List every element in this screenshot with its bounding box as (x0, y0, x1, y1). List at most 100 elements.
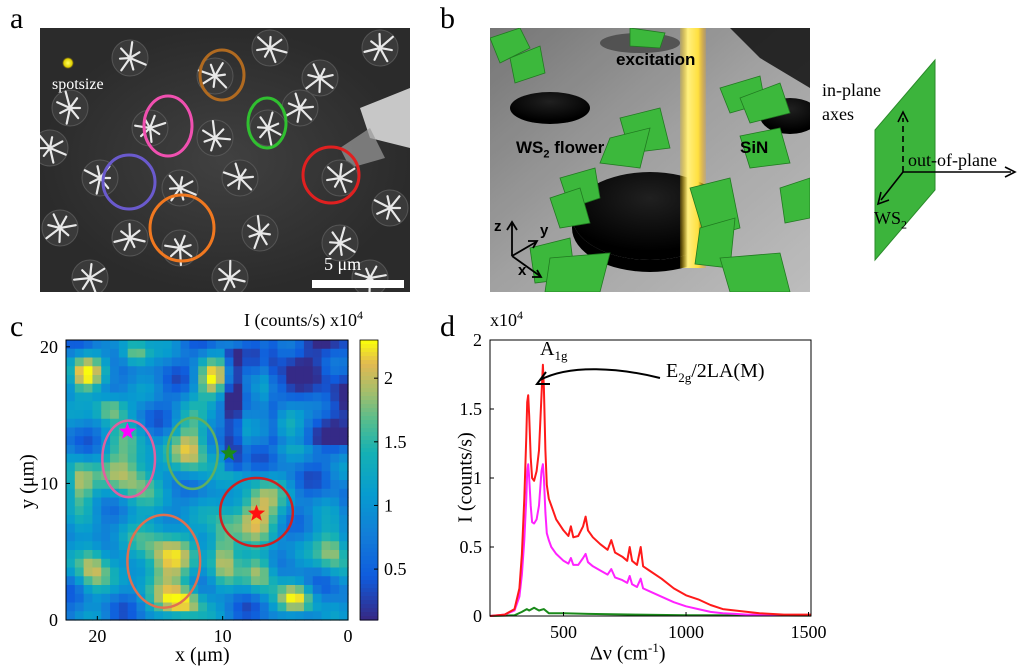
heatmap-cell (181, 471, 190, 480)
heatmap-cell (233, 568, 242, 577)
heatmap-cell (225, 498, 234, 507)
spectra-multiplier-sup: 4 (517, 308, 523, 322)
heatmap-cell (278, 393, 287, 402)
heatmap-cell (110, 524, 119, 533)
heatmap-cell (92, 436, 101, 445)
heatmap-cell (137, 611, 146, 620)
heatmap-cell (163, 349, 172, 358)
heatmap-cell (145, 410, 154, 419)
heatmap-cell (110, 498, 119, 507)
colorbar-segment (360, 368, 378, 373)
heatmap-cell (84, 533, 93, 542)
colorbar-segment (360, 540, 378, 545)
heatmap-cell (66, 410, 75, 419)
heatmap-cell (339, 489, 348, 498)
heatmap-cell (154, 375, 163, 384)
heatmap-cell (225, 515, 234, 524)
heatmap-cell (198, 603, 207, 612)
heatmap-cell (84, 375, 93, 384)
heatmap-cell (189, 436, 198, 445)
heatmap-cell (181, 445, 190, 454)
heatmap-cell (75, 454, 84, 463)
heatmap-cell (260, 393, 269, 402)
heatmap-cell (137, 340, 146, 349)
heatmap-cell (251, 585, 260, 594)
heatmap-cell (313, 533, 322, 542)
colorbar-segment (360, 492, 378, 497)
heatmap-cell (304, 366, 313, 375)
heatmap-cell (330, 533, 339, 542)
heatmap-cell (92, 384, 101, 393)
heatmap-cell (242, 524, 251, 533)
heatmap-cell (163, 358, 172, 367)
heatmap-cell (313, 550, 322, 559)
heatmap-cell (189, 498, 198, 507)
heatmap-cell (154, 366, 163, 375)
heatmap-cell (242, 445, 251, 454)
heatmap-cell (198, 489, 207, 498)
heatmap-cell (304, 358, 313, 367)
heatmap-cell (251, 611, 260, 620)
heatmap-cell (242, 611, 251, 620)
heatmap-cell (75, 524, 84, 533)
heatmap-cell (198, 576, 207, 585)
heatmap-cell (84, 524, 93, 533)
heatmap-cell (286, 384, 295, 393)
heatmap-cell (163, 524, 172, 533)
heatmap-cell (322, 366, 331, 375)
heatmap-cell (110, 349, 119, 358)
heatmap-cell (84, 340, 93, 349)
heatmap-cell (110, 541, 119, 550)
heatmap-cell (322, 594, 331, 603)
spectra-xlabel-main: Δν (cm (590, 643, 648, 665)
heatmap-cell (322, 375, 331, 384)
colorbar-segment (360, 476, 378, 481)
heatmap-cell (181, 401, 190, 410)
heatmap-cell (172, 611, 181, 620)
heatmap-cell (198, 454, 207, 463)
heatmap-cell (137, 463, 146, 472)
heatmap-cell (322, 384, 331, 393)
heatmap-cell (322, 340, 331, 349)
heatmap-cell (101, 515, 110, 524)
heatmap-cell (269, 568, 278, 577)
heatmap-cell (233, 515, 242, 524)
heatmap-cell (233, 585, 242, 594)
heatmap-cell (339, 401, 348, 410)
heatmap-cell (216, 471, 225, 480)
excitation-label: excitation (616, 50, 695, 70)
colorbar-segment (360, 404, 378, 409)
heatmap-cell (322, 603, 331, 612)
heatmap-cell (330, 498, 339, 507)
heatmap-cell (84, 506, 93, 515)
heatmap-cell (233, 428, 242, 437)
heatmap-cell (339, 366, 348, 375)
sem-image-panel: spotsize 5 μm (40, 28, 410, 292)
heatmap-ylabel: y (μm) (17, 432, 40, 532)
heatmap-cell (313, 541, 322, 550)
heatmap-cell (110, 515, 119, 524)
a1g-label: A1g (540, 338, 567, 364)
heatmap-cell (295, 506, 304, 515)
heatmap-cell (75, 375, 84, 384)
heatmap-cell (75, 436, 84, 445)
heatmap-cell (216, 410, 225, 419)
heatmap-cell (181, 349, 190, 358)
heatmap-cell (322, 410, 331, 419)
heatmap-cell (66, 576, 75, 585)
heatmap-cell (92, 419, 101, 428)
sem-micrograph (40, 28, 410, 292)
heatmap-cell (101, 585, 110, 594)
heatmap-cell (119, 454, 128, 463)
heatmap-cell (313, 524, 322, 533)
annotation-arrow (540, 369, 660, 380)
heatmap-cell (260, 480, 269, 489)
heatmap-cell (295, 471, 304, 480)
heatmap-cell (101, 524, 110, 533)
heatmap-cell (295, 393, 304, 402)
heatmap-cell (295, 358, 304, 367)
excitation-spot (62, 57, 74, 69)
heatmap-cell (128, 603, 137, 612)
heatmap-cell (225, 410, 234, 419)
heatmap-cell (339, 576, 348, 585)
